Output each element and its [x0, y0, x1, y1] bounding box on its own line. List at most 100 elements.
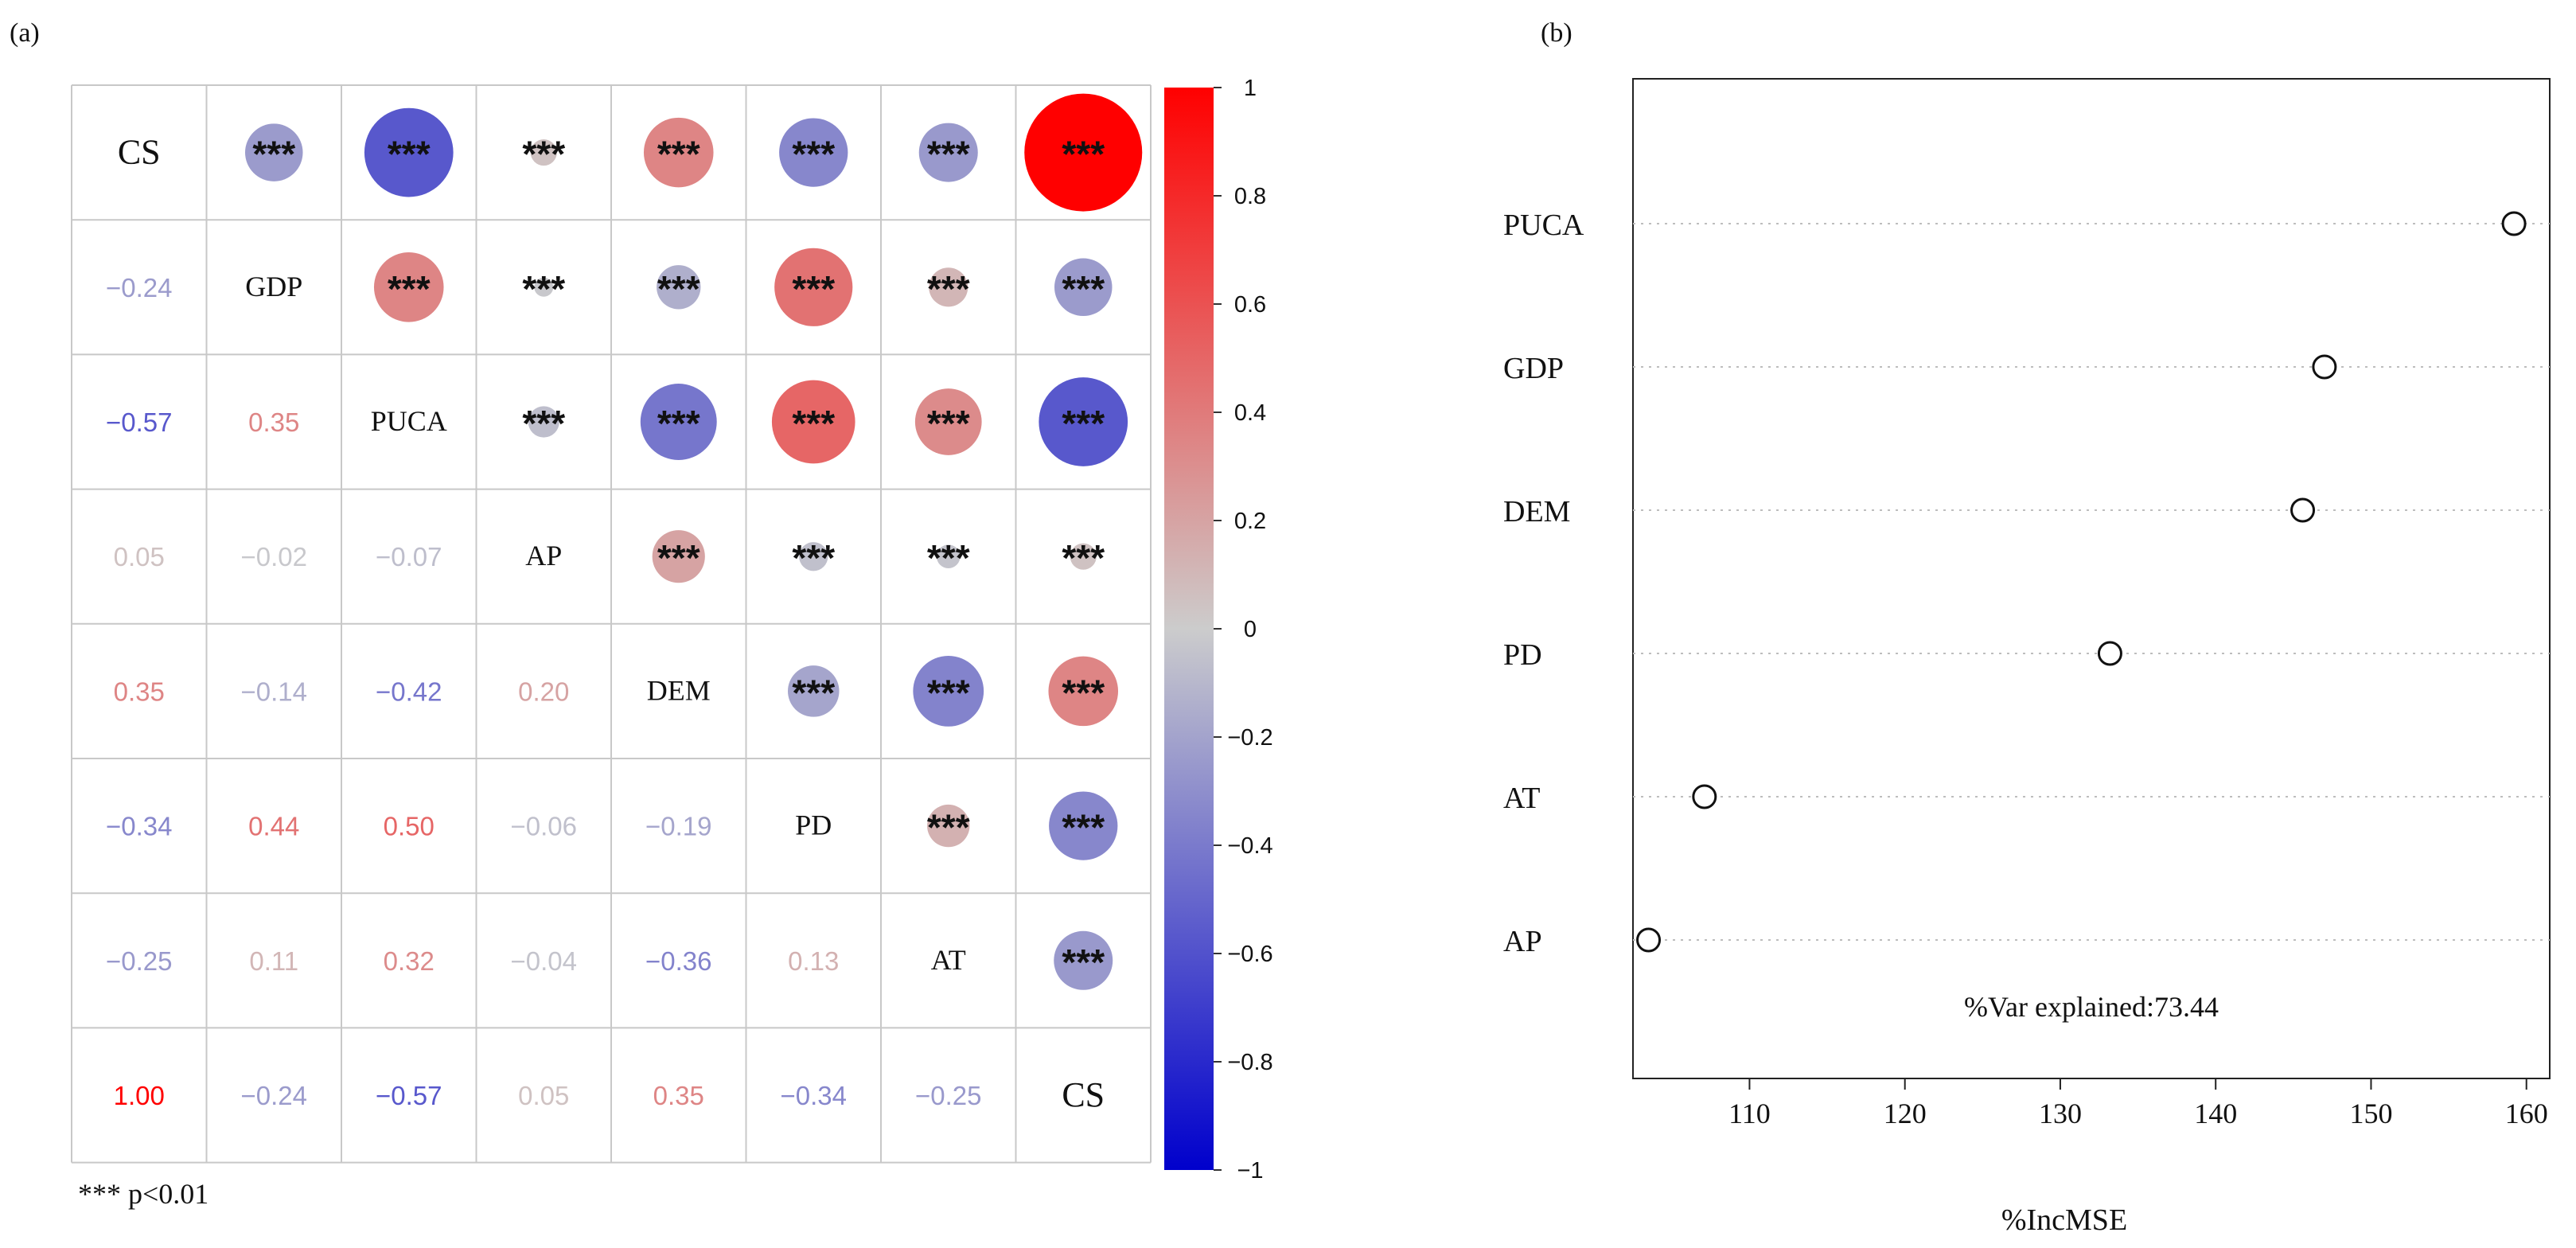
significance-mark: ***	[927, 403, 970, 444]
data-point	[1636, 927, 1662, 953]
significance-mark: ***	[792, 134, 835, 175]
correlation-circle	[534, 277, 554, 297]
significance-mark: ***	[792, 403, 835, 444]
correlation-circle	[1039, 377, 1128, 466]
correlation-value: 1.00	[114, 1081, 165, 1110]
importance-panel: (b) PUCA GDP DEM PD AT AP 110 120 130 140 150 160 %Va…	[1503, 18, 2551, 1237]
data-point	[2097, 641, 2122, 666]
correlation-value: −0.34	[781, 1081, 848, 1110]
correlation-circle	[373, 252, 444, 322]
significance-mark: ***	[657, 134, 700, 175]
colorbar-tick-label: −0.2	[1227, 725, 1272, 751]
colorbar-bar	[1164, 88, 1214, 1170]
category-label: PD	[1503, 638, 1542, 672]
correlation-circle	[1049, 791, 1118, 860]
category-label: AT	[1503, 782, 1540, 815]
significance-mark: ***	[1062, 403, 1105, 444]
x-tick-label: 110	[1728, 1098, 1771, 1129]
variable-label: CS	[118, 133, 161, 172]
x-tick-label: 140	[2194, 1098, 2237, 1129]
panel-label-b: (b)	[1541, 18, 1572, 48]
panel-label-a: (a)	[10, 18, 40, 48]
significance-mark: ***	[1062, 268, 1105, 310]
correlation-circle	[643, 117, 714, 188]
correlation-value: −0.14	[241, 677, 308, 706]
significance-mark: ***	[1062, 672, 1105, 713]
category-label: AP	[1503, 925, 1542, 958]
data-point	[2501, 211, 2527, 236]
x-axis-label: %IncMSE	[2001, 1203, 2127, 1237]
correlation-circle	[1024, 93, 1143, 212]
variable-label: PD	[795, 809, 832, 841]
plot-frame	[1632, 78, 2551, 1079]
correlation-value: 0.13	[788, 946, 839, 976]
significance-mark: ***	[1062, 807, 1105, 848]
significance-mark: ***	[1062, 537, 1105, 579]
correlation-value: 0.35	[114, 677, 165, 706]
correlation-value: 0.20	[518, 677, 569, 706]
correlation-circle	[774, 248, 853, 326]
significance-mark: ***	[1062, 942, 1105, 983]
correlation-circle	[530, 139, 557, 166]
colorbar-tick-label: −0.8	[1227, 1050, 1272, 1075]
significance-mark: ***	[927, 807, 970, 848]
significance-mark: ***	[1062, 134, 1105, 175]
x-tick-label: 120	[1884, 1098, 1927, 1129]
significance-mark: ***	[657, 537, 700, 579]
significance-mark: ***	[927, 134, 970, 175]
significance-mark: ***	[522, 134, 565, 175]
significance-mark: ***	[657, 268, 700, 310]
category-label: PUCA	[1503, 209, 1584, 242]
data-point	[1692, 784, 1717, 809]
x-tick-label: 160	[2505, 1098, 2548, 1129]
correlation-circle	[528, 406, 559, 438]
significance-mark: ***	[792, 268, 835, 310]
correlation-circle	[244, 123, 303, 181]
correlation-value: −0.19	[645, 812, 712, 841]
significance-mark: ***	[252, 134, 295, 175]
colorbar-tick-label: −0.4	[1227, 833, 1272, 859]
colorbar-tick-label: 0.2	[1234, 509, 1266, 534]
correlation-value: 0.05	[518, 1081, 569, 1110]
correlation-value: −0.02	[241, 542, 308, 571]
category-label: DEM	[1503, 495, 1570, 528]
correlation-value: −0.34	[106, 812, 173, 841]
correlation-circle	[771, 380, 855, 464]
correlation-value: −0.24	[106, 273, 173, 302]
correlation-circle	[1048, 656, 1119, 727]
colorbar-tick-label: 1	[1244, 76, 1257, 101]
correlation-circle	[914, 388, 982, 455]
correlation-value: −0.25	[106, 946, 173, 976]
correlation-circle	[1054, 930, 1113, 990]
correlation-value: −0.57	[106, 408, 173, 437]
data-point	[2312, 354, 2337, 380]
significance-mark: ***	[522, 268, 565, 310]
x-tick-label: 150	[2349, 1098, 2392, 1129]
significance-mark: ***	[388, 268, 431, 310]
correlation-value: 0.44	[248, 812, 299, 841]
correlation-circle	[1054, 258, 1113, 317]
category-label: GDP	[1503, 352, 1564, 385]
data-point	[2290, 497, 2316, 523]
correlation-circle	[657, 265, 701, 310]
significance-mark: ***	[522, 403, 565, 444]
variable-label: GDP	[245, 271, 302, 302]
variable-label: AT	[931, 944, 966, 976]
variable-label: DEM	[647, 674, 711, 706]
correlation-circle	[936, 544, 961, 568]
correlation-circle	[652, 530, 705, 583]
significance-mark: ***	[388, 134, 431, 175]
variable-label: PUCA	[371, 405, 447, 437]
variable-label: CS	[1062, 1075, 1105, 1114]
significance-footnote: *** p<0.01	[78, 1178, 208, 1210]
variance-annotation: %Var explained:73.44	[1964, 991, 2219, 1023]
colorbar-tick-label: −0.6	[1227, 942, 1272, 967]
correlation-value: 0.35	[653, 1081, 704, 1110]
correlation-circle	[640, 384, 717, 460]
correlation-value: 0.32	[384, 946, 435, 976]
correlation-value: −0.04	[511, 946, 578, 976]
correlation-circle	[364, 107, 454, 197]
colorbar-tick-label: 0.6	[1234, 292, 1266, 318]
correlation-value: 0.05	[114, 542, 165, 571]
